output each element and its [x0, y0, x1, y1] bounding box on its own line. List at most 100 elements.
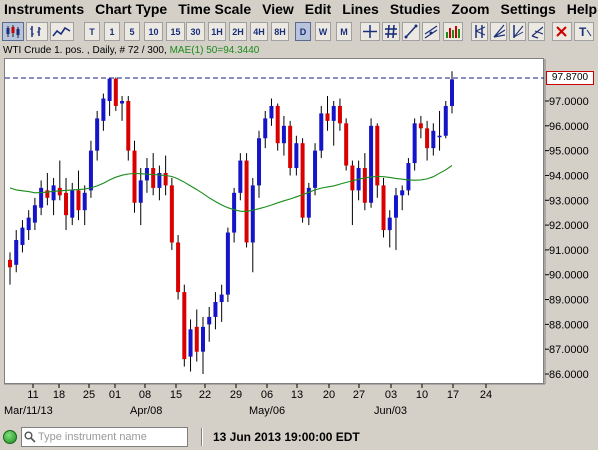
candle — [120, 96, 125, 121]
candle — [300, 138, 305, 223]
candle-body-up — [82, 192, 87, 211]
timescale-button-30[interactable]: 30 — [186, 22, 205, 41]
candle — [101, 93, 106, 131]
candle-body-down — [300, 143, 305, 218]
chart-plot-area[interactable] — [4, 58, 544, 384]
candle-body-up — [238, 160, 243, 193]
timescale-button-15[interactable]: 15 — [166, 22, 185, 41]
text-tool-icon[interactable]: T — [574, 22, 594, 41]
timescale-button-w[interactable]: W — [315, 22, 331, 41]
menu-instruments[interactable]: Instruments — [4, 1, 85, 17]
menu-edit[interactable]: Edit — [304, 1, 332, 17]
candle-body-down — [76, 190, 81, 211]
candle — [443, 101, 448, 139]
gann-fan-icon[interactable] — [490, 22, 507, 41]
x-tick-label: 25 — [83, 389, 95, 401]
candle-body-up — [437, 135, 442, 138]
candle-body-up — [232, 192, 237, 233]
last-price-tag: 97.8700 — [546, 71, 594, 85]
y-tick-label: 96.0000 — [549, 121, 589, 133]
channel-icon[interactable] — [422, 22, 440, 41]
candle-body-down — [132, 150, 137, 203]
timescale-button-8h[interactable]: 8H — [271, 22, 289, 41]
candle — [412, 118, 417, 171]
candle — [257, 130, 262, 198]
candle-body-down — [288, 125, 293, 169]
timescale-button-4h[interactable]: 4H — [250, 22, 268, 41]
candle — [325, 96, 330, 131]
timescale-button-1h[interactable]: 1H — [208, 22, 226, 41]
candle-body-up — [400, 190, 405, 196]
status-datetime: 13 Jun 2013 19:00:00 EDT — [213, 430, 360, 444]
candle — [375, 123, 380, 198]
menu-studies[interactable]: Studies — [389, 1, 441, 17]
candle — [169, 177, 174, 250]
candle-body-up — [95, 118, 100, 151]
delete-drawings-icon[interactable] — [552, 22, 572, 41]
candle — [88, 140, 93, 198]
candle-body-down — [169, 185, 174, 243]
candle — [238, 153, 243, 201]
candle-body-up — [450, 79, 454, 106]
candle — [113, 77, 118, 111]
month-label: Mar/11/13 — [4, 405, 53, 417]
menu-time-scale[interactable]: Time Scale — [178, 1, 252, 17]
x-tick-label: 27 — [353, 389, 365, 401]
timescale-button-t[interactable]: T — [84, 22, 100, 41]
candle — [107, 77, 112, 116]
menu-zoom[interactable]: Zoom — [451, 1, 490, 17]
timescale-button-d[interactable]: D — [295, 22, 311, 41]
candle — [281, 115, 286, 156]
candle — [362, 153, 367, 211]
timescale-button-1[interactable]: 1 — [104, 22, 120, 41]
timescale-button-10[interactable]: 10 — [144, 22, 163, 41]
candle — [294, 135, 299, 176]
candlestick-chart-icon[interactable] — [2, 22, 24, 41]
search-icon[interactable] — [22, 428, 38, 446]
menu-help[interactable]: Help — [566, 1, 598, 17]
menu-chart-type[interactable]: Chart Type — [95, 1, 168, 17]
y-tick-label: 86.0000 — [549, 369, 589, 381]
candle-body-down — [57, 187, 62, 196]
candle — [400, 185, 405, 211]
y-tick-label: 87.0000 — [549, 344, 589, 356]
instrument-search-input[interactable] — [38, 429, 183, 445]
trend-line-icon[interactable] — [402, 22, 420, 41]
candle-body-up — [393, 195, 398, 218]
connection-status-icon — [3, 430, 17, 444]
line-chart-icon[interactable] — [50, 22, 74, 41]
candle — [132, 140, 137, 213]
fibonacci-icon[interactable] — [471, 22, 488, 41]
andrews-pitchfork-icon[interactable] — [528, 22, 545, 41]
instrument-search-box[interactable] — [21, 427, 188, 447]
candle — [406, 158, 411, 196]
x-tick-label: 15 — [170, 389, 182, 401]
menu-settings[interactable]: Settings — [500, 1, 556, 17]
timescale-button-m[interactable]: M — [336, 22, 352, 41]
grid-icon[interactable] — [382, 22, 400, 41]
y-tick-label: 97.0000 — [549, 96, 589, 108]
y-tick-label: 90.0000 — [549, 270, 589, 282]
candle — [418, 115, 423, 139]
candle — [232, 187, 237, 243]
menu-lines[interactable]: Lines — [342, 1, 379, 17]
x-tick-label: 17 — [447, 389, 459, 401]
volume-bars-icon[interactable] — [443, 22, 463, 41]
candle-body-up — [107, 78, 112, 101]
chart-title-main: WTI Crude 1. pos. , Daily, # 72 / 300, — [3, 45, 167, 56]
candle — [194, 309, 199, 362]
candle-body-up — [331, 105, 336, 121]
candle — [8, 252, 12, 285]
x-tick-label: 08 — [139, 389, 151, 401]
bar-chart-icon[interactable] — [26, 22, 48, 41]
timescale-button-2h[interactable]: 2H — [229, 22, 247, 41]
candle-body-down — [381, 185, 386, 231]
speed-lines-icon[interactable] — [509, 22, 526, 41]
x-tick-label: 13 — [291, 389, 303, 401]
candle-body-up — [207, 316, 212, 325]
menu-view[interactable]: View — [262, 1, 294, 17]
timescale-button-5[interactable]: 5 — [124, 22, 140, 41]
crosshair-icon[interactable] — [360, 22, 380, 41]
candle-body-down — [275, 105, 280, 144]
candle-body-up — [39, 187, 44, 208]
